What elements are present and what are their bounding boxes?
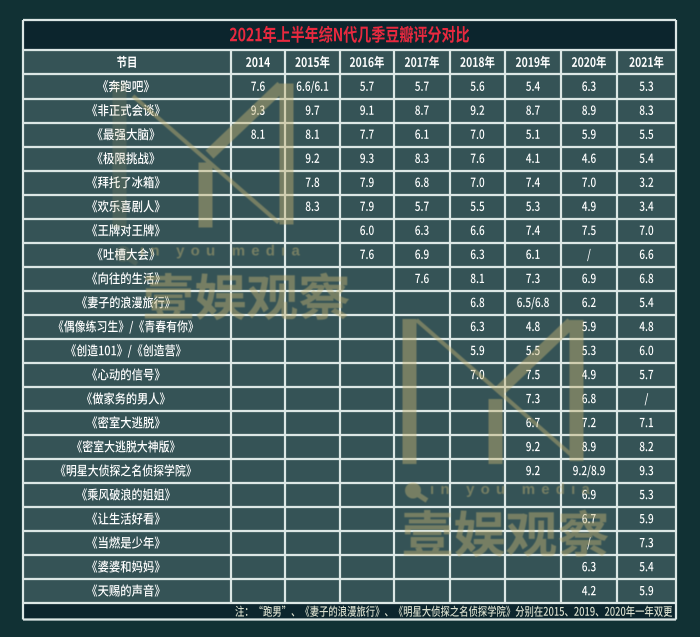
svg-text:ın you medıa: ın you medıa: [430, 481, 596, 498]
svg-text:ın you medıa: ın you medıa: [140, 243, 306, 260]
